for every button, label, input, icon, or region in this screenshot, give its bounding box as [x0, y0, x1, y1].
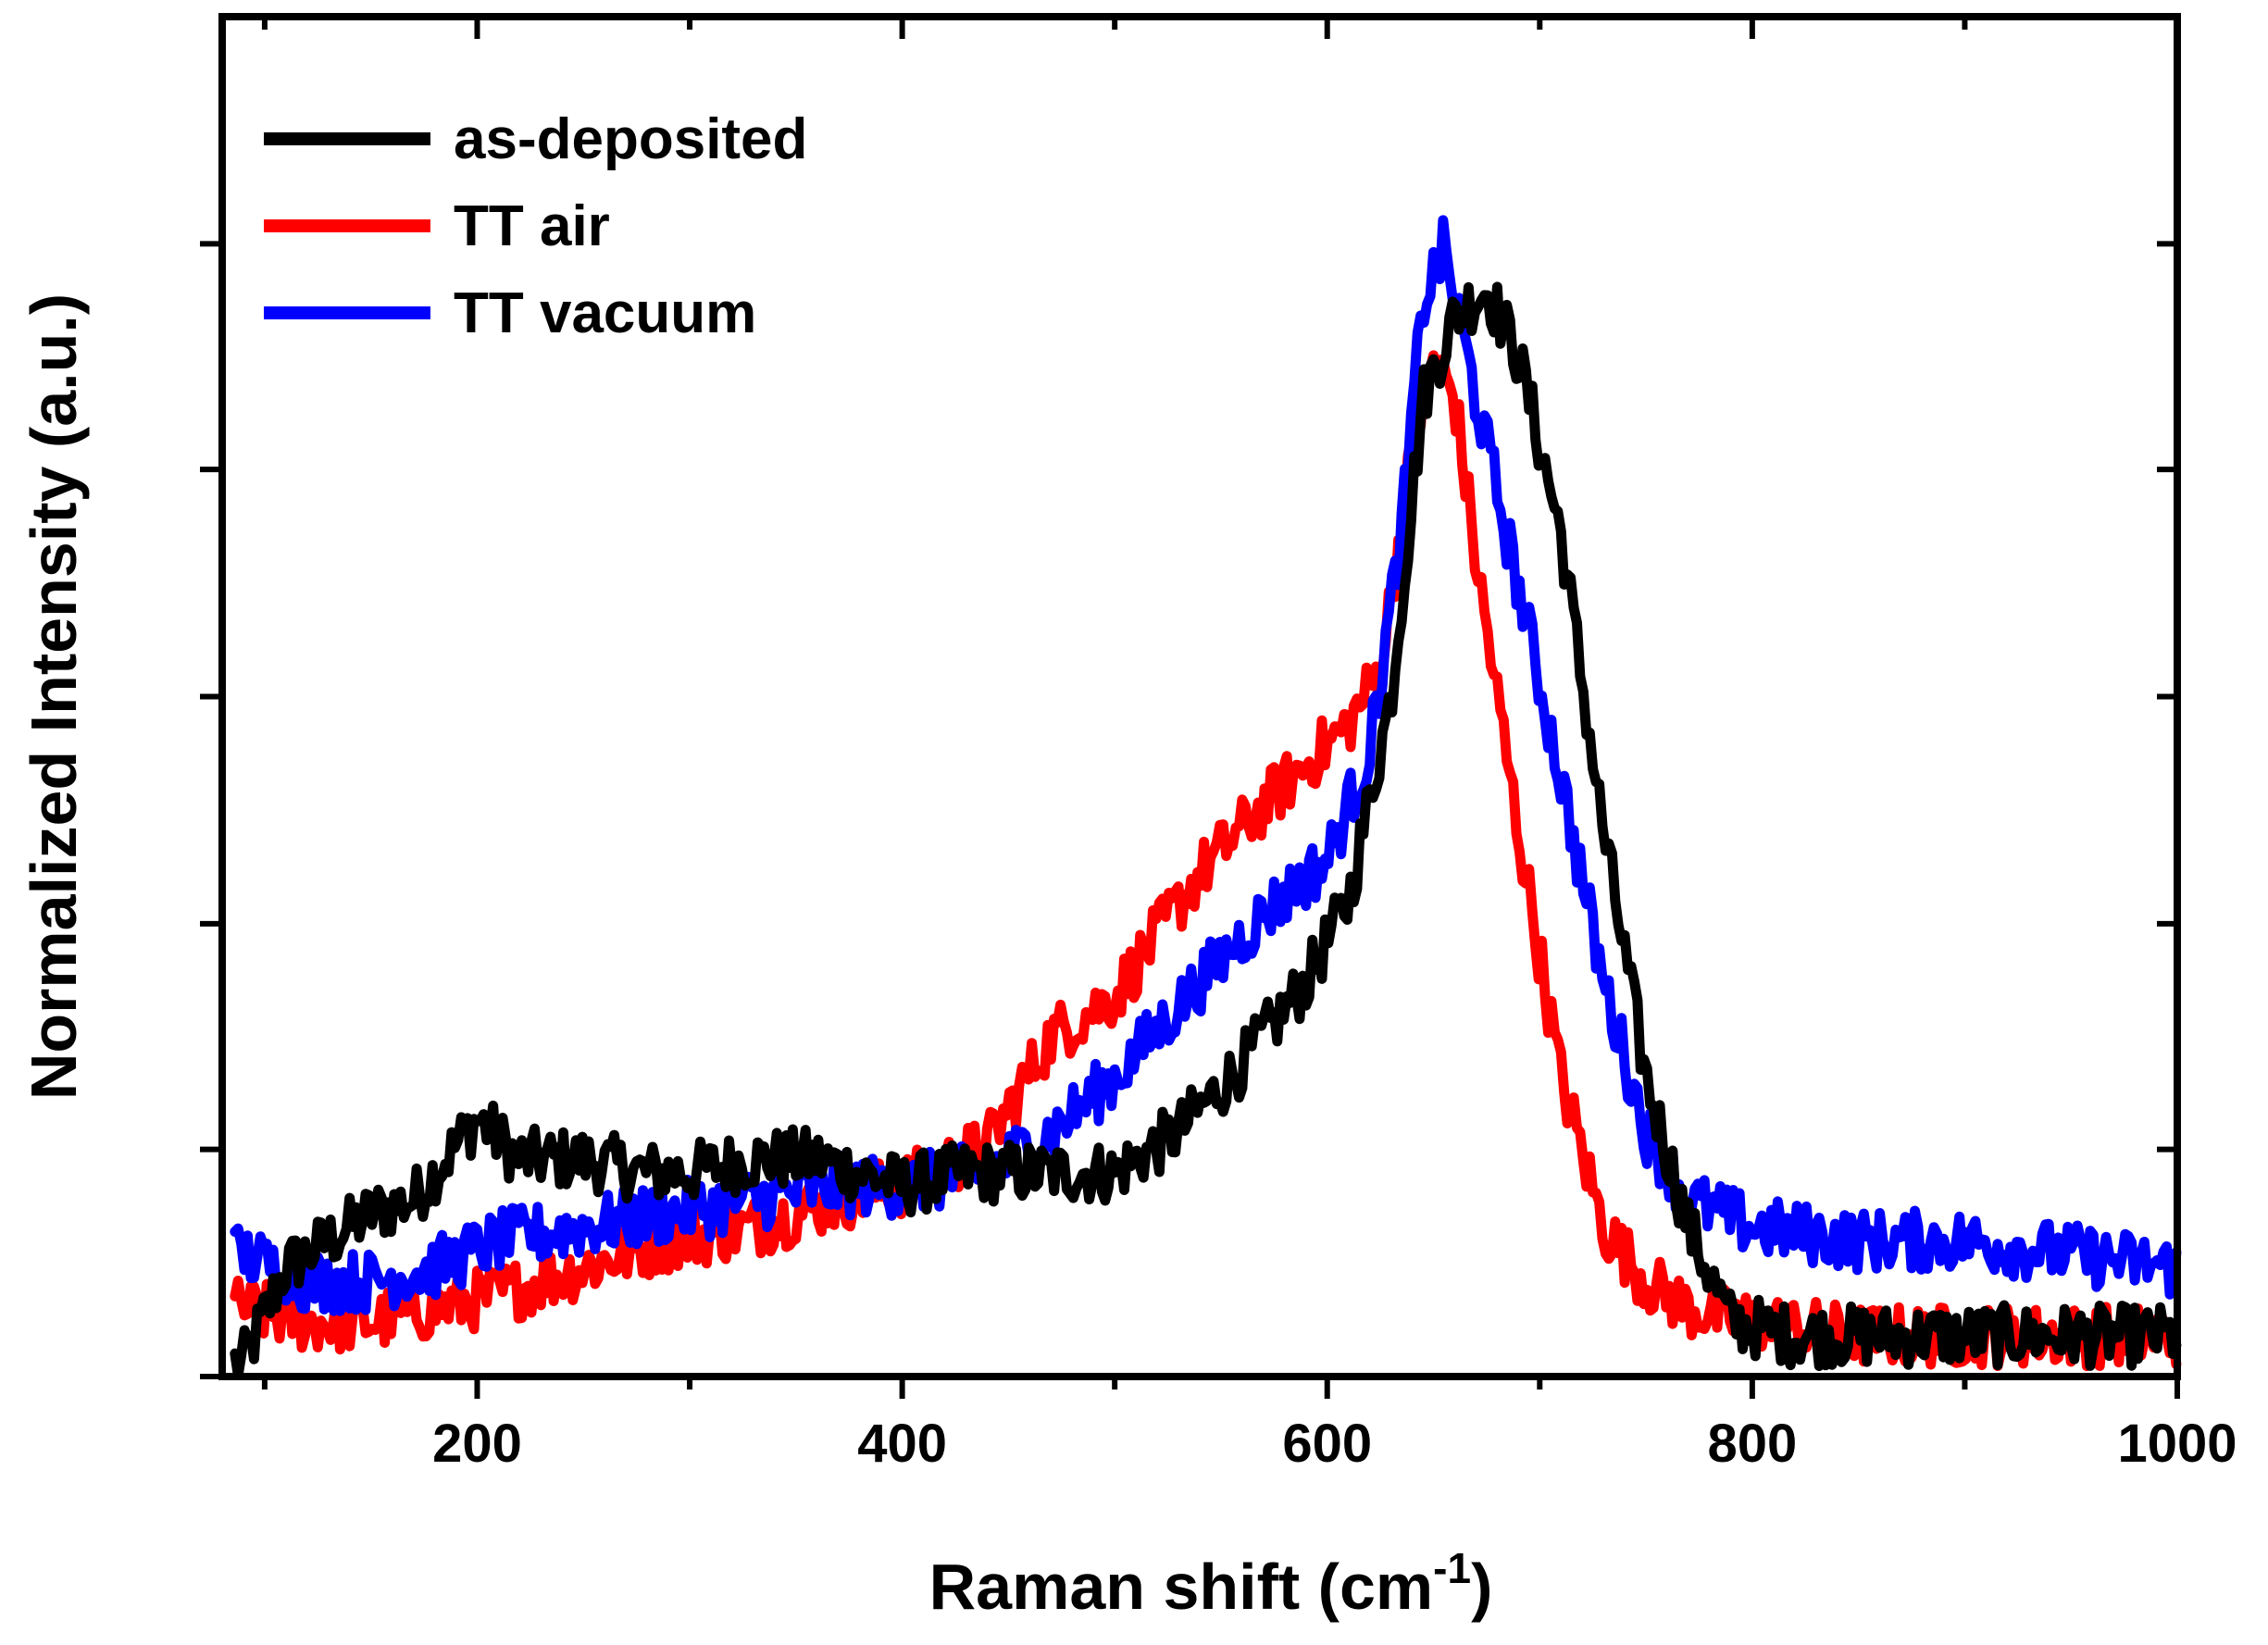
x-tick-label: 400 — [857, 1414, 947, 1474]
series-layer — [230, 215, 2182, 1380]
ticks-layer: 200 400 600 800 1000 — [200, 17, 2237, 1474]
y-axis-title: Normalized Intensity (a.u.) — [18, 293, 90, 1100]
x-tick-label: 600 — [1282, 1414, 1372, 1474]
x-axis-title-main: Raman shift (cm — [929, 1551, 1434, 1623]
legend-label-tt-air: TT air — [454, 194, 610, 258]
x-axis-title-suffix: ) — [1471, 1551, 1492, 1623]
legend-label-as-deposited: as-deposited — [454, 107, 807, 171]
legend-label-tt-vacuum: TT vacuum — [454, 281, 756, 345]
x-tick-label: 200 — [432, 1414, 522, 1474]
x-axis-title: Raman shift (cm-1) — [929, 1544, 1493, 1623]
x-axis-title-superscript: -1 — [1433, 1544, 1471, 1592]
x-tick-label: 1000 — [2117, 1414, 2237, 1474]
series-line-as-deposited — [230, 281, 2182, 1380]
series-line-tt-vacuum — [230, 215, 2182, 1316]
x-tick-label: 800 — [1707, 1414, 1797, 1474]
legend: as-deposited TT air TT vacuum — [264, 107, 807, 345]
